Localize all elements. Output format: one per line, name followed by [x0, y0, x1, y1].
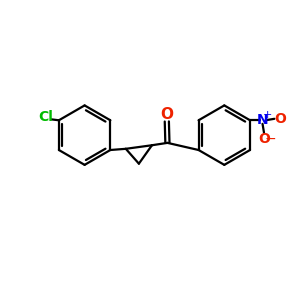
- Text: O: O: [274, 112, 286, 126]
- Text: O: O: [160, 107, 173, 122]
- Text: −: −: [265, 132, 276, 146]
- Text: +: +: [263, 110, 273, 120]
- Text: Cl: Cl: [38, 110, 53, 124]
- Text: O: O: [258, 132, 270, 146]
- Text: N: N: [257, 113, 268, 127]
